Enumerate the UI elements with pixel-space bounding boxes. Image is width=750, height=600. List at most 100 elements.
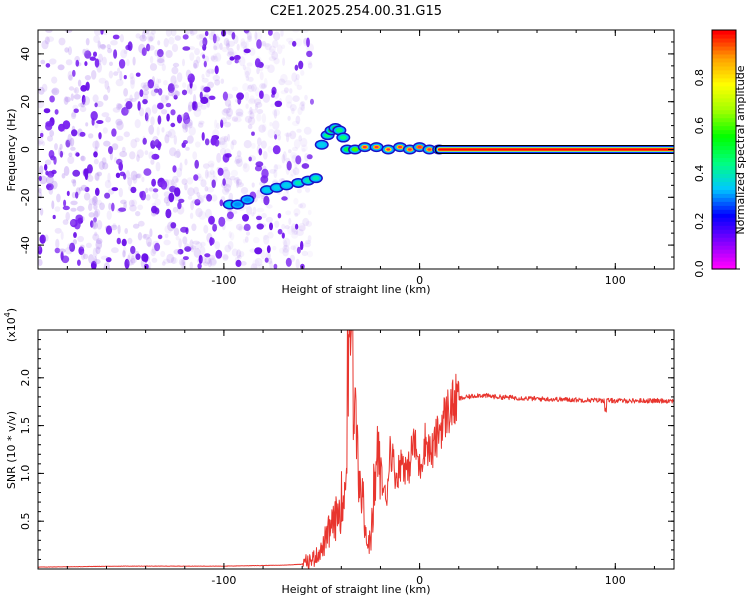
noise-speckle bbox=[289, 130, 297, 140]
noise-speckle bbox=[268, 48, 276, 56]
noise-speckle bbox=[80, 101, 86, 108]
noise-speckle bbox=[68, 74, 73, 81]
noise-speckle bbox=[180, 113, 188, 120]
noise-speckle bbox=[103, 262, 110, 269]
noise-speckle bbox=[111, 143, 119, 151]
noise-speckle bbox=[148, 187, 154, 192]
noise-speckle bbox=[77, 259, 81, 266]
noise-speckle bbox=[91, 195, 98, 206]
noise-speckle bbox=[273, 169, 278, 179]
noise-speckle bbox=[235, 259, 242, 267]
noise-speckle bbox=[184, 246, 192, 252]
noise-speckle bbox=[88, 198, 97, 206]
noise-speckle bbox=[155, 161, 161, 172]
noise-speckle bbox=[199, 246, 206, 255]
noise-speckle bbox=[145, 107, 152, 117]
noise-speckle bbox=[281, 232, 285, 239]
noise-speckle bbox=[244, 70, 250, 78]
colorbar-cell bbox=[712, 253, 736, 258]
colorbar-frame bbox=[711, 29, 737, 270]
noise-speckle bbox=[137, 204, 144, 211]
noise-speckle bbox=[108, 202, 112, 210]
snr-multiplier: (x104) bbox=[3, 308, 18, 342]
noise-speckle bbox=[237, 254, 242, 260]
noise-speckle bbox=[223, 107, 231, 114]
colorbar-cell bbox=[712, 265, 736, 270]
noise-speckle bbox=[121, 238, 127, 247]
noise-speckle bbox=[164, 233, 169, 239]
noise-speckle bbox=[201, 132, 205, 141]
noise-speckle bbox=[183, 114, 191, 125]
noise-speckle bbox=[93, 204, 98, 210]
snr-line-path bbox=[38, 330, 674, 569]
signal-point bbox=[314, 139, 329, 150]
noise-speckle bbox=[74, 55, 80, 63]
colorbar-tick-label: 0.8 bbox=[693, 69, 706, 87]
noise-speckle bbox=[201, 73, 205, 80]
noise-speckle bbox=[122, 249, 126, 258]
noise-speckle bbox=[206, 171, 213, 178]
noise-speckle bbox=[191, 223, 197, 232]
noise-speckle bbox=[108, 146, 113, 155]
noise-speckle bbox=[103, 94, 109, 101]
noise-speckle bbox=[236, 249, 242, 258]
noise-speckle bbox=[38, 86, 45, 95]
noise-speckle bbox=[261, 83, 266, 89]
noise-speckle bbox=[127, 254, 131, 265]
noise-speckle bbox=[294, 78, 300, 87]
noise-speckle bbox=[291, 233, 298, 239]
figure-title: C2E1.2025.254.00.31.G15 bbox=[270, 4, 442, 19]
noise-speckle bbox=[156, 58, 165, 64]
noise-speckle bbox=[296, 128, 302, 133]
noise-speckle bbox=[70, 93, 74, 101]
noise-speckle bbox=[119, 151, 128, 158]
y-tick-label: -40 bbox=[19, 236, 32, 254]
noise-speckle bbox=[78, 186, 83, 192]
noise-speckle bbox=[118, 59, 126, 69]
colorbar-cell bbox=[712, 33, 736, 39]
noise-speckle bbox=[242, 64, 246, 71]
noise-speckle bbox=[150, 89, 157, 97]
noise-speckle bbox=[157, 115, 162, 125]
noise-speckle bbox=[244, 115, 253, 123]
noise-speckle bbox=[143, 254, 149, 263]
noise-speckle bbox=[245, 103, 249, 109]
noise-speckle bbox=[164, 225, 172, 234]
noise-speckle bbox=[54, 247, 61, 254]
noise-speckle bbox=[247, 30, 252, 41]
noise-speckle bbox=[92, 140, 100, 149]
noise-speckle bbox=[112, 107, 121, 113]
noise-speckle bbox=[85, 242, 92, 248]
signal-point bbox=[381, 144, 396, 155]
noise-speckle bbox=[231, 139, 237, 146]
noise-speckle bbox=[71, 111, 77, 118]
noise-speckle bbox=[204, 169, 209, 179]
noise-speckle bbox=[177, 248, 184, 255]
noise-speckle bbox=[120, 199, 127, 205]
noise-speckle bbox=[207, 160, 215, 168]
noise-speckle bbox=[51, 88, 58, 94]
colorbar-cell bbox=[712, 261, 736, 266]
noise-speckle bbox=[231, 116, 239, 122]
noise-speckle bbox=[284, 225, 290, 230]
x-tick-label: 100 bbox=[605, 574, 626, 587]
colorbar-cell bbox=[712, 249, 736, 254]
noise-speckle bbox=[115, 78, 124, 87]
noise-speckle bbox=[149, 36, 154, 42]
noise-speckle bbox=[80, 251, 86, 260]
noise-speckle bbox=[58, 248, 66, 253]
noise-speckle bbox=[233, 54, 241, 61]
noise-speckle bbox=[222, 166, 229, 172]
noise-speckle bbox=[161, 261, 166, 266]
noise-speckle bbox=[234, 98, 243, 103]
noise-speckle bbox=[269, 222, 273, 231]
noise-speckle bbox=[142, 30, 150, 35]
noise-speckle bbox=[139, 34, 147, 42]
noise-speckle bbox=[63, 166, 70, 176]
noise-speckle bbox=[256, 39, 262, 49]
noise-speckle bbox=[223, 135, 228, 142]
noise-speckle bbox=[136, 173, 142, 179]
noise-speckle bbox=[235, 176, 240, 183]
snr-x-axis-label: Height of straight line (km) bbox=[281, 583, 430, 596]
